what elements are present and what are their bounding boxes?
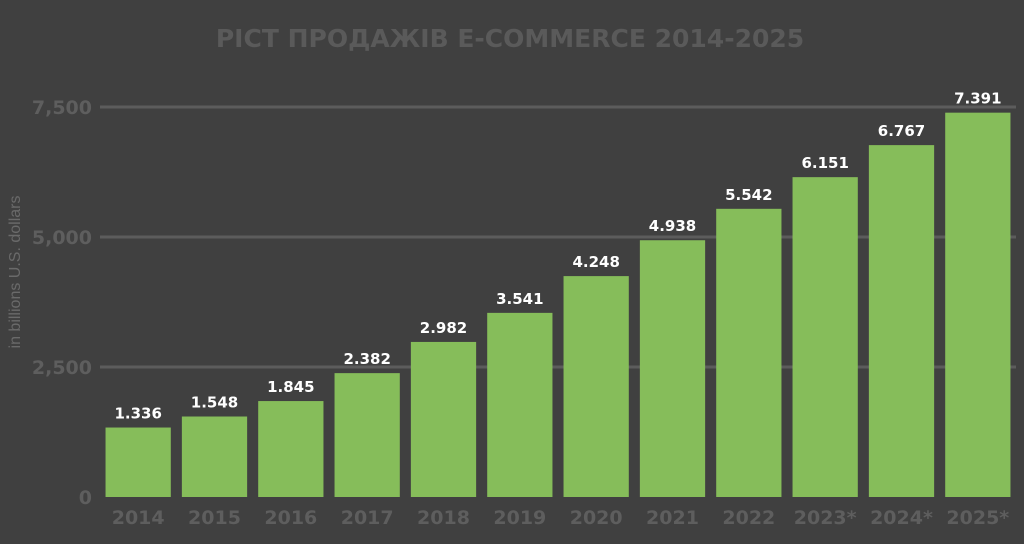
x-tick-label: 2020 bbox=[570, 507, 623, 529]
data-label: 1.548 bbox=[191, 394, 238, 412]
bar bbox=[716, 208, 782, 498]
x-tick-label: 2017 bbox=[341, 507, 394, 529]
y-tick-label: 2,500 bbox=[32, 357, 92, 379]
data-label: 1.336 bbox=[114, 405, 161, 423]
x-tick-label: 2023* bbox=[794, 507, 857, 529]
chart-title: PICT ПРОДАЖІВ E-COMMERCE 2014-2025 bbox=[216, 24, 804, 53]
bar bbox=[639, 240, 706, 497]
gridlines bbox=[100, 105, 1016, 369]
bar bbox=[487, 312, 553, 497]
data-label: 2.382 bbox=[343, 350, 390, 368]
y-tick-label: 7,500 bbox=[32, 97, 92, 119]
y-tick-label: 5,000 bbox=[32, 227, 92, 249]
bar bbox=[945, 112, 1011, 497]
x-tick-label: 2015 bbox=[188, 507, 241, 529]
x-tick-label: 2016 bbox=[264, 507, 317, 529]
bar bbox=[258, 401, 324, 497]
x-tick-label: 2018 bbox=[417, 507, 470, 529]
data-label: 3.541 bbox=[496, 290, 543, 308]
bar bbox=[181, 416, 248, 497]
bars bbox=[105, 112, 1011, 498]
y-tick-label: 0 bbox=[79, 487, 92, 509]
data-label: 1.845 bbox=[267, 378, 314, 396]
x-tick-label: 2024* bbox=[870, 507, 933, 529]
bar bbox=[868, 145, 935, 497]
x-tick-label: 2021 bbox=[646, 507, 699, 529]
bar bbox=[563, 276, 629, 497]
x-tick-label: 2014 bbox=[112, 507, 165, 529]
data-label: 6.151 bbox=[801, 154, 848, 172]
bar bbox=[792, 177, 858, 497]
x-axis-ticks: 2014 2015 2016 2017 2018 2019 2020 2021 2022 2023… bbox=[112, 507, 1010, 529]
y-axis-ticks: 0 2,500 5,000 7,500 bbox=[32, 97, 92, 509]
y-axis-label: in billions U.S. dollars bbox=[7, 196, 24, 349]
data-label: 5.542 bbox=[725, 186, 772, 204]
bar bbox=[105, 427, 171, 497]
bar bbox=[410, 341, 477, 497]
data-label: 2.982 bbox=[420, 319, 467, 337]
bar bbox=[334, 373, 400, 497]
data-label: 6.767 bbox=[878, 122, 925, 140]
x-tick-label: 2022 bbox=[722, 507, 775, 529]
data-label: 7.391 bbox=[954, 90, 1001, 108]
data-label: 4.938 bbox=[649, 217, 696, 235]
data-labels: 1.336 1.548 1.845 2.382 2.982 3.541 4.248 4.938… bbox=[114, 90, 1001, 423]
x-tick-label: 2019 bbox=[493, 507, 546, 529]
x-tick-label: 2025* bbox=[946, 507, 1009, 529]
data-label: 4.248 bbox=[572, 253, 619, 271]
